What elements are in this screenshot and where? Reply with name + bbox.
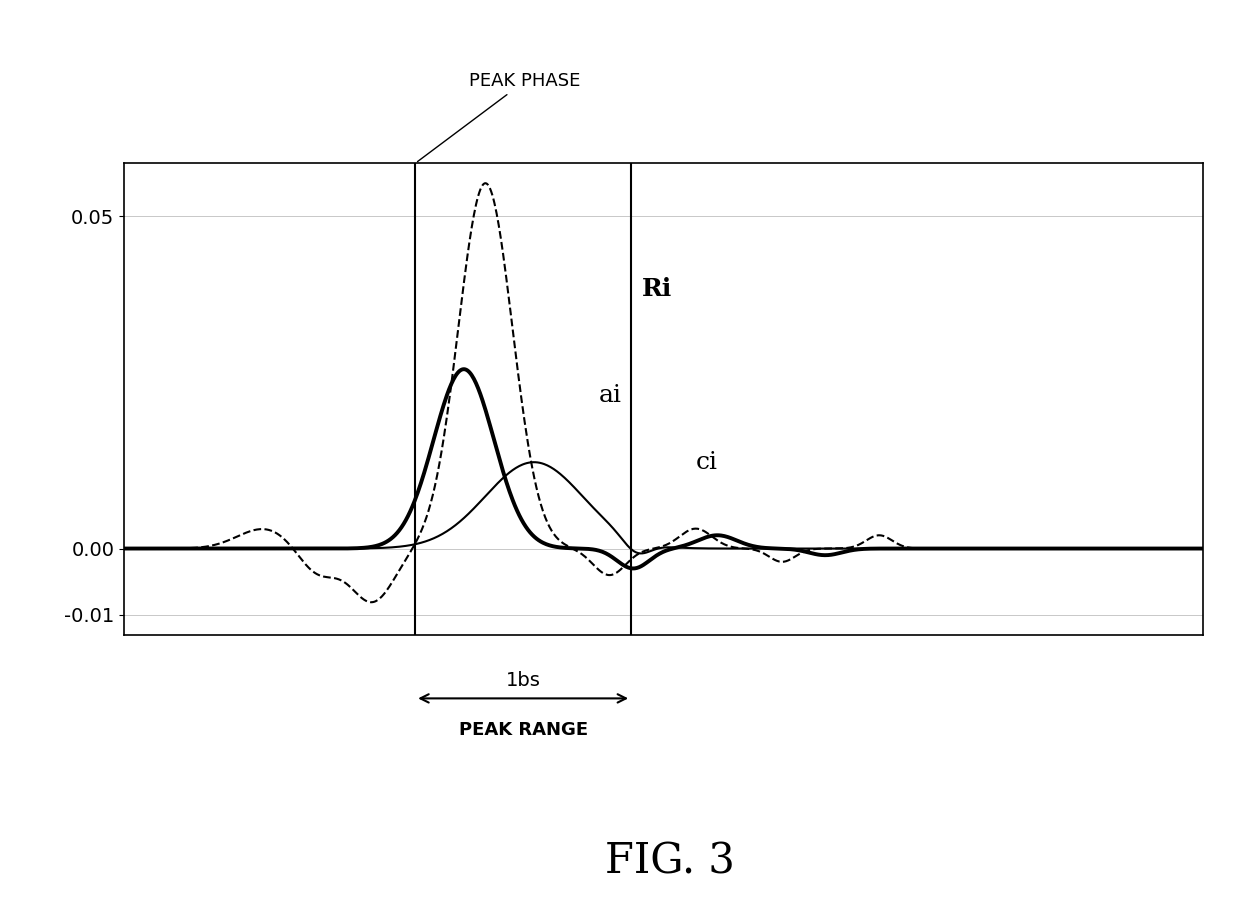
- Text: PEAK PHASE: PEAK PHASE: [418, 73, 580, 161]
- Text: ci: ci: [696, 451, 718, 473]
- Text: PEAK RANGE: PEAK RANGE: [459, 721, 588, 739]
- Text: 1bs: 1bs: [506, 671, 541, 690]
- Text: ai: ai: [599, 385, 621, 407]
- Text: FIG. 3: FIG. 3: [605, 841, 734, 883]
- Text: Ri: Ri: [642, 278, 672, 301]
